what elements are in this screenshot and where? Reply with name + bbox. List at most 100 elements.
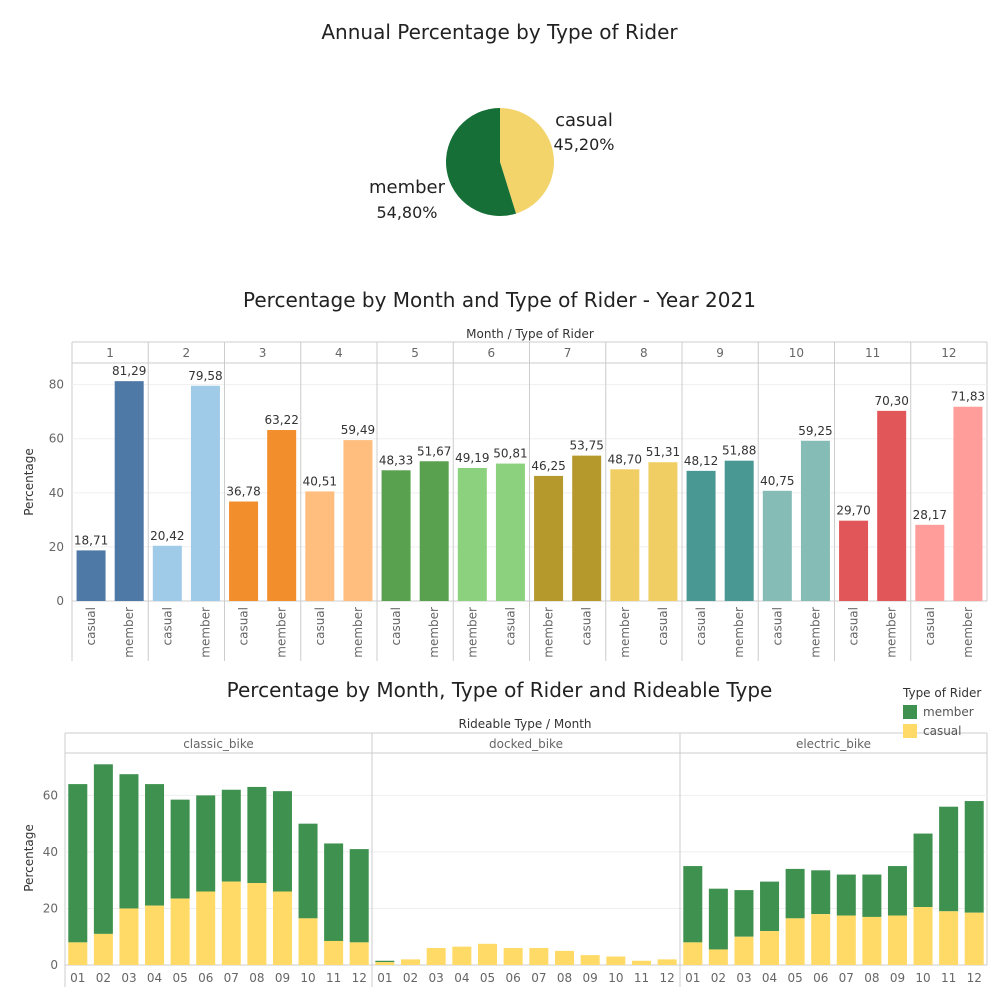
bar-12-casual[interactable] <box>915 524 945 601</box>
stacked-bar-docked_bike-01-casual[interactable] <box>375 962 395 965</box>
stacked-bar-classic_bike-04-casual[interactable] <box>145 905 165 965</box>
stacked-bar-classic_bike-02-casual[interactable] <box>93 933 113 965</box>
stacked-bar-electric_bike-01-member[interactable] <box>683 866 703 943</box>
stacked-bar-classic_bike-09-member[interactable] <box>272 791 292 892</box>
stacked-bar-electric_bike-07-member[interactable] <box>836 874 856 916</box>
bar-10-member[interactable] <box>800 440 830 601</box>
stacked-bar-electric_bike-05-member[interactable] <box>785 868 805 919</box>
bar-8-member[interactable] <box>610 469 640 601</box>
bar-rider-tick: member <box>275 607 289 658</box>
bar-7-casual[interactable] <box>572 455 602 601</box>
stacked-bar-electric_bike-02-casual[interactable] <box>708 949 728 965</box>
stacked-bar-classic_bike-08-casual[interactable] <box>247 883 267 965</box>
stacked-bar-classic_bike-01-casual[interactable] <box>68 942 88 965</box>
stacked-bar-classic_bike-11-casual[interactable] <box>324 940 344 965</box>
bar-2-casual[interactable] <box>152 545 182 601</box>
stacked-bar-docked_bike-03-casual[interactable] <box>426 948 446 965</box>
stacked-bar-electric_bike-02-member[interactable] <box>708 888 728 950</box>
bar-11-casual[interactable] <box>839 520 869 601</box>
stacked-bar-classic_bike-07-casual[interactable] <box>221 881 241 965</box>
stacked-header-label: Rideable Type / Month <box>458 717 591 731</box>
stacked-bar-docked_bike-05-casual[interactable] <box>478 943 497 965</box>
bar-10-casual[interactable] <box>762 490 792 601</box>
stacked-bar-electric_bike-08-casual[interactable] <box>862 916 882 965</box>
stacked-bar-electric_bike-06-casual[interactable] <box>811 914 831 965</box>
stacked-bar-docked_bike-02-casual[interactable] <box>401 959 420 965</box>
stacked-bar-classic_bike-10-member[interactable] <box>298 823 318 919</box>
stacked-bar-docked_bike-06-casual[interactable] <box>503 948 523 965</box>
stacked-bar-classic_bike-10-casual[interactable] <box>298 918 318 965</box>
bar-6-casual[interactable] <box>495 463 525 601</box>
stacked-bar-electric_bike-03-casual[interactable] <box>734 936 754 965</box>
stacked-bar-electric_bike-09-member[interactable] <box>887 866 907 916</box>
stacked-bar-docked_bike-08-casual[interactable] <box>555 950 574 965</box>
stacked-bar-electric_bike-05-casual[interactable] <box>785 918 805 965</box>
bar-7-member[interactable] <box>534 475 564 601</box>
bar-8-casual[interactable] <box>648 462 678 601</box>
stacked-bar-electric_bike-04-casual[interactable] <box>760 931 780 965</box>
bar-9-member[interactable] <box>724 460 754 601</box>
bar-4-casual[interactable] <box>305 491 335 601</box>
legend-item-casual[interactable]: casual <box>903 724 981 738</box>
stacked-bar-classic_bike-06-casual[interactable] <box>196 891 216 965</box>
bar-y-tick: 0 <box>56 594 64 608</box>
stacked-bar-docked_bike-10-casual[interactable] <box>606 956 626 965</box>
bar-9-casual[interactable] <box>686 470 716 601</box>
bar-5-member[interactable] <box>419 461 449 601</box>
pie-slice-member[interactable] <box>445 108 517 216</box>
pie-slice-casual[interactable] <box>500 108 554 214</box>
stacked-bar-classic_bike-01-member[interactable] <box>68 784 88 943</box>
stacked-bar-docked_bike-01-member[interactable] <box>375 960 395 963</box>
bar-rider-tick: casual <box>503 607 517 646</box>
pie-label-casual: casual <box>555 110 613 131</box>
bar-6-member[interactable] <box>457 467 487 601</box>
stacked-bar-classic_bike-06-member[interactable] <box>196 795 216 892</box>
stacked-chart-title: Percentage by Month, Type of Rider and R… <box>226 678 773 702</box>
bar-2-member[interactable] <box>190 385 220 601</box>
stacked-bar-electric_bike-01-casual[interactable] <box>683 942 703 965</box>
stacked-bar-classic_bike-07-member[interactable] <box>221 789 241 882</box>
bar-1-member[interactable] <box>114 381 144 601</box>
stacked-bar-electric_bike-10-member[interactable] <box>913 833 933 908</box>
pie-label-member: member <box>369 177 446 198</box>
bar-rider-tick: member <box>618 607 632 658</box>
stacked-bar-classic_bike-02-member[interactable] <box>93 764 113 934</box>
stacked-bar-electric_bike-04-member[interactable] <box>760 881 780 932</box>
stacked-month-tick: 06 <box>506 971 521 985</box>
stacked-bar-docked_bike-09-casual[interactable] <box>580 955 600 965</box>
stacked-bar-docked_bike-11-casual[interactable] <box>632 960 651 965</box>
bar-3-member[interactable] <box>267 430 297 601</box>
stacked-bar-electric_bike-10-casual[interactable] <box>913 907 933 965</box>
stacked-bar-electric_bike-07-casual[interactable] <box>836 915 856 965</box>
stacked-bar-classic_bike-04-member[interactable] <box>145 784 165 906</box>
stacked-bar-classic_bike-08-member[interactable] <box>247 786 267 884</box>
bar-5-casual[interactable] <box>381 470 411 601</box>
stacked-month-tick: 07 <box>531 971 546 985</box>
stacked-bar-electric_bike-09-casual[interactable] <box>887 915 907 965</box>
bar-12-member[interactable] <box>953 406 983 601</box>
stacked-bar-electric_bike-03-member[interactable] <box>734 890 754 937</box>
stacked-bar-docked_bike-04-casual[interactable] <box>452 946 472 965</box>
stacked-bar-classic_bike-11-member[interactable] <box>324 843 344 941</box>
stacked-bar-electric_bike-11-casual[interactable] <box>939 911 959 965</box>
stacked-bar-classic_bike-09-casual[interactable] <box>272 891 292 965</box>
bar-4-member[interactable] <box>343 440 373 601</box>
stacked-bar-classic_bike-05-member[interactable] <box>170 799 190 899</box>
bar-data-label: 40,51 <box>303 474 337 488</box>
bar-11-member[interactable] <box>877 410 907 601</box>
stacked-bar-classic_bike-12-member[interactable] <box>349 849 369 943</box>
stacked-bar-electric_bike-11-member[interactable] <box>939 806 959 912</box>
stacked-bar-docked_bike-07-casual[interactable] <box>529 948 549 965</box>
stacked-bar-electric_bike-06-member[interactable] <box>811 870 831 915</box>
stacked-bar-classic_bike-12-casual[interactable] <box>349 942 369 965</box>
stacked-bar-electric_bike-08-member[interactable] <box>862 874 882 917</box>
bar-3-casual[interactable] <box>229 501 259 601</box>
stacked-bar-electric_bike-12-member[interactable] <box>964 801 984 913</box>
stacked-bar-docked_bike-12-casual[interactable] <box>657 959 677 965</box>
legend-item-member[interactable]: member <box>903 705 981 719</box>
stacked-bar-classic_bike-03-casual[interactable] <box>119 908 139 965</box>
stacked-bar-classic_bike-03-member[interactable] <box>119 774 139 909</box>
stacked-bar-electric_bike-12-casual[interactable] <box>964 912 984 965</box>
stacked-bar-classic_bike-05-casual[interactable] <box>170 898 190 965</box>
bar-1-casual[interactable] <box>76 550 106 601</box>
